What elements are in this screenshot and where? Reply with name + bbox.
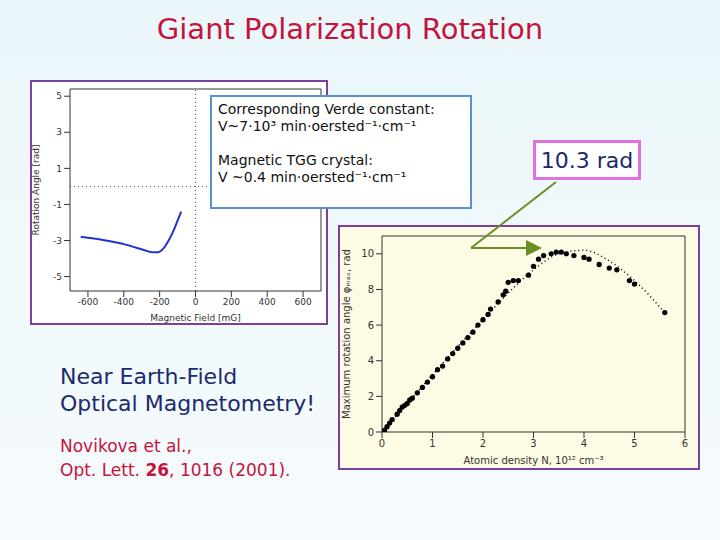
svg-text:-1: -1 — [53, 200, 62, 210]
html-text:Corresponding Verde constant:: Corresponding Verde constant: — [218, 101, 435, 117]
svg-text:Rotation Angle [rad]: Rotation Angle [rad] — [32, 145, 41, 236]
html-text:Giant Polarization Rotation: Giant Polarization Rotation — [156, 12, 544, 46]
svg-text:0: 0 — [368, 427, 374, 438]
svg-text:2: 2 — [480, 438, 486, 449]
svg-text:-5: -5 — [53, 272, 62, 282]
svg-text:Maximum rotation angle φₘₐₓ, r: Maximum rotation angle φₘₐₓ, rad — [341, 249, 352, 419]
html-text:10.3 rad: 10.3 rad — [540, 147, 634, 173]
svg-text:0: 0 — [193, 297, 199, 307]
html-text:Novikova et al.,: Novikova et al., — [60, 436, 192, 456]
html-text:Optical Magnetometry!: Optical Magnetometry! — [60, 391, 316, 416]
svg-text:-200: -200 — [149, 297, 170, 307]
svg-text:600: 600 — [294, 297, 311, 307]
svg-text:200: 200 — [223, 297, 240, 307]
svg-text:6: 6 — [682, 438, 688, 449]
svg-text:8: 8 — [368, 284, 374, 295]
svg-text:4: 4 — [368, 355, 374, 366]
svg-text:6: 6 — [368, 320, 374, 331]
svg-text:Atomic density N, 10¹² cm⁻³: Atomic density N, 10¹² cm⁻³ — [463, 455, 603, 466]
html-text:Opt. Lett. 26, 1016 (2001).: Opt. Lett. 26, 1016 (2001). — [60, 460, 291, 480]
svg-text:-400: -400 — [114, 297, 135, 307]
svg-text:400: 400 — [259, 297, 276, 307]
svg-text:5: 5 — [56, 91, 62, 101]
svg-text:1: 1 — [56, 164, 62, 174]
svg-text:5: 5 — [631, 438, 637, 449]
svg-text:10: 10 — [361, 248, 374, 259]
html-text:Near Earth-Field: Near Earth-Field — [60, 364, 238, 389]
svg-text:-600: -600 — [78, 297, 99, 307]
svg-text:Magnetic Field [mG]: Magnetic Field [mG] — [150, 313, 240, 323]
svg-text:0: 0 — [379, 438, 385, 449]
html-text:V~7·10³ min·oersted⁻¹·cm⁻¹: V~7·10³ min·oersted⁻¹·cm⁻¹ — [218, 118, 417, 134]
svg-text:2: 2 — [368, 391, 374, 402]
html-text:V ~0.4 min·oersted⁻¹·cm⁻¹: V ~0.4 min·oersted⁻¹·cm⁻¹ — [218, 169, 407, 185]
svg-text:3: 3 — [530, 438, 536, 449]
svg-text:-3: -3 — [53, 236, 62, 246]
svg-text:4: 4 — [581, 438, 587, 449]
svg-text:3: 3 — [56, 127, 62, 137]
svg-text:1: 1 — [429, 438, 435, 449]
html-text:Magnetic TGG crystal:: Magnetic TGG crystal: — [218, 152, 373, 168]
